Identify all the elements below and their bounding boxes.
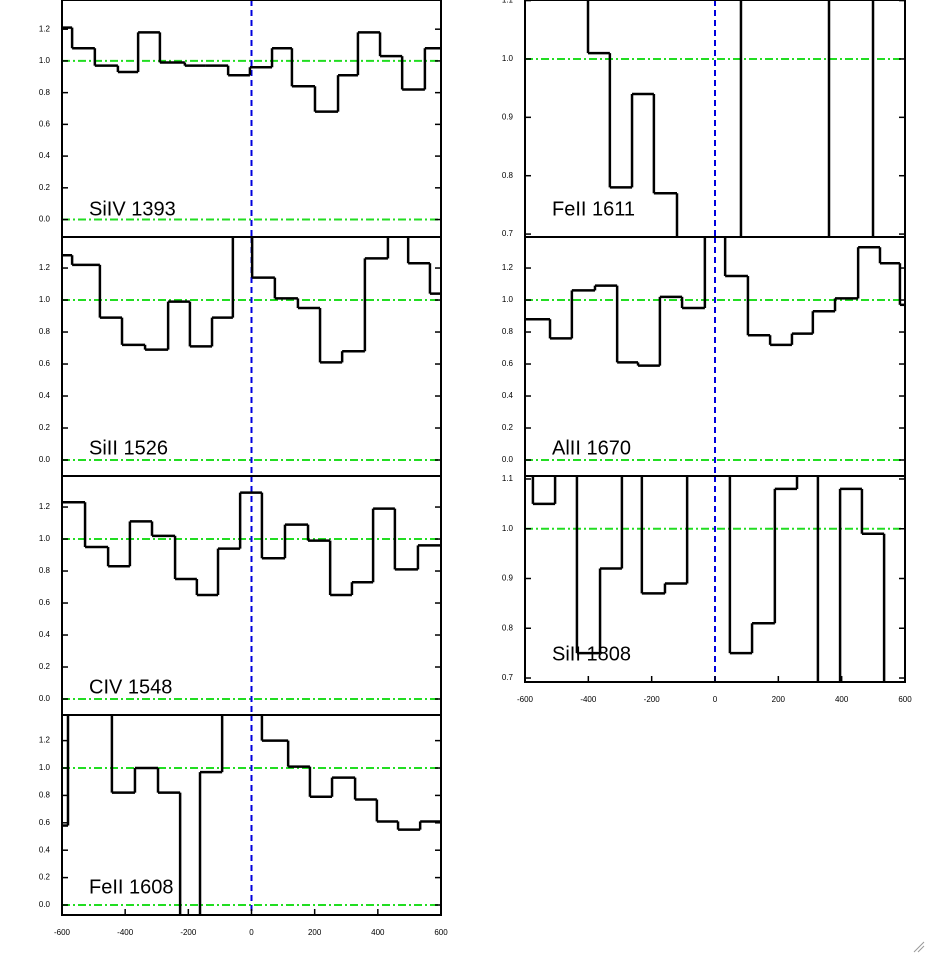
y-tick-label: 0.7	[502, 229, 514, 238]
y-tick-label: 0.6	[502, 359, 514, 368]
x-tick-label: 600	[898, 695, 912, 704]
plot-area	[62, 237, 441, 476]
y-tick-label: 1.1	[502, 0, 514, 5]
y-tick-label: 0.8	[502, 327, 514, 336]
y-tick-label: 0.0	[39, 455, 51, 464]
panel: 0.0 0.2 0.4 0.6 0.8 1.0 1.2 AlII 1670	[502, 236, 906, 477]
y-tick-label: 1.2	[39, 502, 51, 511]
x-tick-label: 200	[308, 928, 322, 937]
y-tick-label: 0.6	[39, 119, 51, 128]
y-tick-label: 1.2	[39, 736, 51, 745]
y-tick-label: 1.2	[39, 24, 51, 33]
x-tick-label: -600	[517, 695, 534, 704]
y-tick-label: 1.0	[39, 56, 51, 65]
y-tick-label: 0.8	[39, 88, 51, 97]
y-tick-label: 0.8	[502, 623, 514, 632]
panel: 0.7 0.8 0.9 1.0 1.1 -600 -400 -200 0 200 400 600 SiI…	[502, 474, 912, 704]
y-tick-label: 0.4	[39, 391, 51, 400]
y-tick-label: 0.2	[502, 423, 514, 432]
y-tick-label: 0.0	[502, 455, 514, 464]
y-tick-label: 0.9	[502, 574, 514, 583]
y-tick-label: 0.9	[502, 112, 514, 121]
plot-area	[62, 715, 441, 915]
y-tick-label: 0.2	[39, 662, 51, 671]
plot-area	[62, 476, 441, 715]
ion-label: AlII 1670	[552, 437, 631, 459]
y-tick-label: 0.6	[39, 818, 51, 827]
x-tick-label: -200	[644, 695, 661, 704]
y-tick-label: 0.7	[502, 673, 514, 682]
ion-label: FeII 1608	[89, 876, 174, 898]
y-tick-label: 1.2	[39, 263, 51, 272]
y-tick-label: 1.1	[502, 474, 514, 483]
ion-label: CIV 1548	[89, 676, 172, 698]
x-tick-label: -400	[580, 695, 597, 704]
y-tick-label: 0.0	[39, 215, 51, 224]
plot-area	[525, 0, 905, 237]
y-tick-label: 1.0	[502, 295, 514, 304]
plot-area	[525, 237, 905, 476]
panel: 0.0 0.2 0.4 0.6 0.8 1.0 1.2 -600 -400 -200 0 200 400…	[39, 714, 448, 937]
y-tick-label: 0.0	[39, 694, 51, 703]
y-tick-label: 1.2	[502, 263, 514, 272]
plot-area	[62, 0, 441, 237]
y-tick-label: 0.4	[39, 630, 51, 639]
y-tick-label: 1.0	[39, 534, 51, 543]
y-tick-label: 1.0	[39, 295, 51, 304]
x-tick-label: -400	[117, 928, 134, 937]
y-tick-label: 0.8	[39, 566, 51, 575]
y-tick-label: 0.8	[502, 171, 514, 180]
panel: 0.0 0.2 0.4 0.6 0.8 1.0 1.2 CIV 1548	[39, 475, 442, 716]
x-tick-label: -200	[180, 928, 197, 937]
y-tick-label: 0.8	[39, 327, 51, 336]
resize-grip	[913, 941, 925, 953]
y-tick-label: 1.0	[502, 54, 514, 63]
x-tick-label: 400	[371, 928, 385, 937]
y-tick-label: 1.0	[39, 763, 51, 772]
panel: 0.7 0.8 0.9 1.0 1.1 FeII 1611	[502, 0, 906, 238]
x-tick-label: 0	[249, 928, 254, 937]
ion-label: SiIV 1393	[89, 198, 176, 220]
y-tick-label: 0.4	[39, 151, 51, 160]
ion-label: SiII 1808	[552, 643, 631, 665]
plot-area	[525, 476, 905, 682]
y-tick-label: 1.0	[502, 524, 514, 533]
y-tick-label: 0.4	[502, 391, 514, 400]
y-tick-label: 0.2	[39, 873, 51, 882]
x-tick-label: 400	[835, 695, 849, 704]
y-tick-label: 0.4	[39, 845, 51, 854]
y-tick-label: 0.0	[39, 900, 51, 909]
y-tick-label: 0.2	[39, 183, 51, 192]
y-tick-label: 0.6	[39, 359, 51, 368]
x-tick-label: -600	[54, 928, 71, 937]
y-tick-label: 0.8	[39, 791, 51, 800]
x-tick-label: 0	[713, 695, 718, 704]
panel: 0.0 0.2 0.4 0.6 0.8 1.0 1.2 SiII 1526	[39, 236, 442, 477]
x-tick-label: 200	[772, 695, 786, 704]
y-tick-label: 0.6	[39, 598, 51, 607]
ion-label: SiII 1526	[89, 437, 168, 459]
ion-label: FeII 1611	[552, 198, 635, 220]
y-tick-label: 0.2	[39, 423, 51, 432]
panel: 0.0 0.2 0.4 0.6 0.8 1.0 1.2 SiIV 1393	[39, 0, 442, 238]
x-tick-label: 600	[434, 928, 448, 937]
